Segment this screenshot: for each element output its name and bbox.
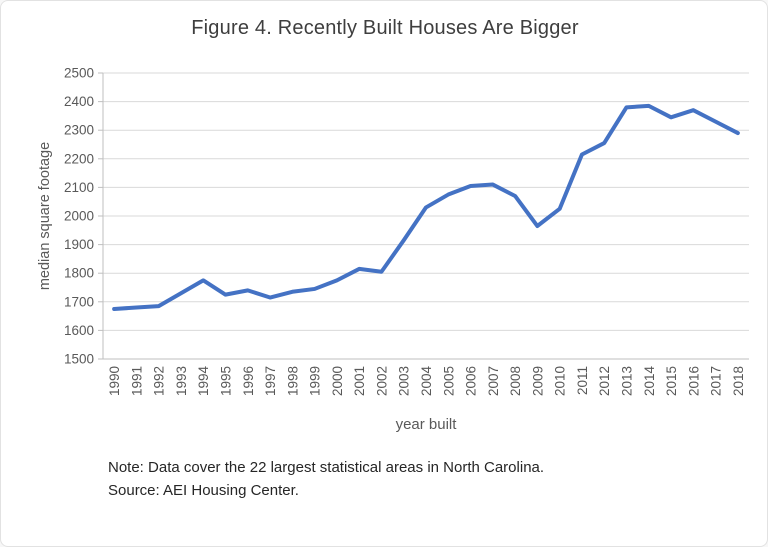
x-tick-label: 2009 — [530, 366, 545, 396]
y-tick-label: 2500 — [64, 66, 94, 81]
x-tick-label: 1990 — [107, 366, 122, 396]
x-tick-label: 2008 — [508, 366, 523, 396]
x-tick-label: 2000 — [330, 366, 345, 396]
y-tick-label: 2400 — [64, 94, 94, 109]
y-tick-label: 1600 — [64, 323, 94, 338]
x-tick-label: 2016 — [686, 366, 701, 396]
x-tick-label: 2007 — [486, 366, 501, 396]
figure-note: Note: Data cover the 22 largest statisti… — [108, 459, 545, 476]
x-tick-label: 1999 — [308, 366, 323, 396]
x-tick-label: 2010 — [553, 366, 568, 396]
x-tick-label: 2017 — [709, 366, 724, 396]
x-tick-label: 1997 — [263, 366, 278, 396]
x-tick-label: 2002 — [374, 366, 389, 396]
x-tick-label: 1993 — [174, 366, 189, 396]
y-tick-label: 2000 — [64, 209, 94, 224]
x-tick-label: 2003 — [397, 366, 412, 396]
y-tick-label: 1900 — [64, 237, 94, 252]
x-tick-label: 1994 — [196, 366, 211, 397]
y-tick-label: 2200 — [64, 151, 94, 166]
figure-source: Source: AEI Housing Center. — [108, 482, 299, 499]
x-tick-label: 2001 — [352, 366, 367, 396]
y-axis-title: median square footage — [37, 141, 53, 291]
data-line-median-square-footage — [112, 103, 740, 311]
y-tick-label: 2100 — [64, 180, 94, 195]
y-tick-label: 1700 — [64, 294, 94, 309]
x-tick-label: 1996 — [241, 366, 256, 396]
x-tick-label: 2018 — [731, 366, 746, 396]
y-tick-label: 1500 — [64, 352, 94, 367]
x-tick-label: 2005 — [441, 366, 456, 396]
x-tick-label: 1991 — [129, 366, 144, 396]
y-tick-label: 1800 — [64, 266, 94, 281]
y-tick-label: 2300 — [64, 123, 94, 138]
x-tick-label: 1995 — [219, 366, 234, 396]
x-axis-title: year built — [395, 416, 457, 433]
x-tick-label: 2006 — [464, 366, 479, 396]
x-tick-label: 1998 — [285, 366, 300, 396]
x-tick-label: 2015 — [664, 366, 679, 396]
x-tick-label: 2004 — [419, 366, 434, 397]
x-tick-label: 2013 — [619, 366, 634, 396]
x-tick-label: 2014 — [642, 366, 657, 397]
x-tick-label: 2011 — [575, 366, 590, 395]
x-tick-label: 1992 — [152, 366, 167, 396]
chart-title: Figure 4. Recently Built Houses Are Bigg… — [191, 17, 579, 39]
x-tick-label: 2012 — [597, 366, 612, 396]
